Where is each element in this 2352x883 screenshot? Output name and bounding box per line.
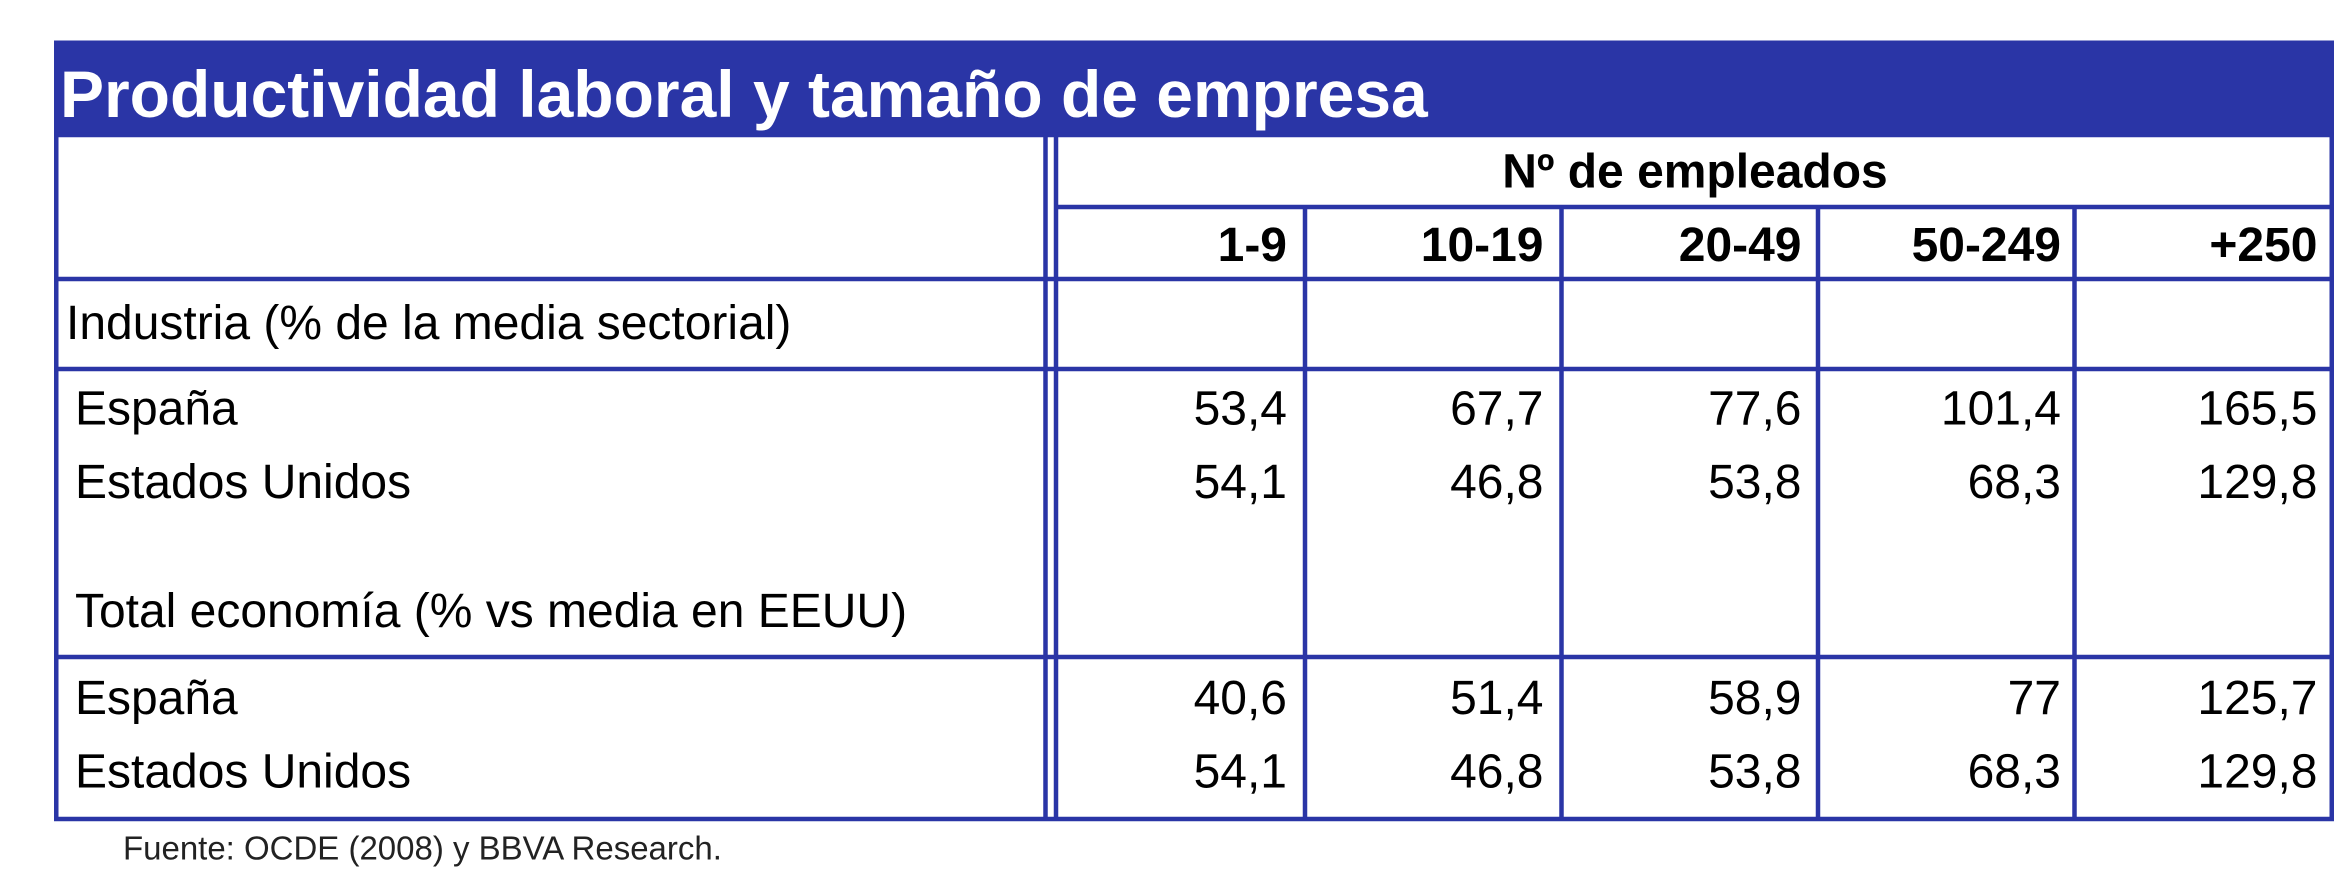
cell-value: 77,6 xyxy=(1708,382,1801,435)
cell-value: 54,1 xyxy=(1194,745,1287,798)
cell-value: 68,3 xyxy=(1968,456,2061,509)
column-header: 50-249 xyxy=(1912,219,2061,272)
title-bar xyxy=(54,40,2334,135)
title: Productividad laboral y tamaño de empres… xyxy=(60,57,1429,131)
source-note: Fuente: OCDE (2008) y BBVA Research. xyxy=(123,829,722,866)
cell-value: 129,8 xyxy=(2197,456,2317,509)
cell-value: 58,9 xyxy=(1708,672,1801,725)
cell-value: 51,4 xyxy=(1450,672,1543,725)
cell-value: 53,8 xyxy=(1708,456,1801,509)
column-header: 1-9 xyxy=(1218,219,1287,272)
cell-value: 165,5 xyxy=(2197,382,2317,435)
cell-value: 129,8 xyxy=(2197,745,2317,798)
cell-value: 53,8 xyxy=(1708,745,1801,798)
row-label: España xyxy=(75,672,238,725)
cell-value: 53,4 xyxy=(1194,382,1287,435)
section-label: Total economía (% vs media en EEUU) xyxy=(75,585,907,638)
cell-value: 46,8 xyxy=(1450,745,1543,798)
cell-value: 77 xyxy=(2008,672,2061,725)
cell-value: 125,7 xyxy=(2197,672,2317,725)
cell-value: 46,8 xyxy=(1450,456,1543,509)
row-label: Estados Unidos xyxy=(75,456,411,509)
cell-value: 101,4 xyxy=(1941,382,2061,435)
cell-value: 54,1 xyxy=(1194,456,1287,509)
row-label: España xyxy=(75,382,238,435)
column-header: 10-19 xyxy=(1421,219,1544,272)
cell-value: 40,6 xyxy=(1194,672,1287,725)
cell-value: 67,7 xyxy=(1450,382,1543,435)
group-header: Nº de empleados xyxy=(1502,145,1888,198)
table-grid xyxy=(54,132,2334,822)
column-header: 20-49 xyxy=(1679,219,1802,272)
cell-value: 68,3 xyxy=(1968,745,2061,798)
table-border xyxy=(54,132,2334,822)
column-header: +250 xyxy=(2209,219,2317,272)
row-label: Estados Unidos xyxy=(75,745,411,798)
section-label: Industria (% de la media sectorial) xyxy=(66,297,791,350)
